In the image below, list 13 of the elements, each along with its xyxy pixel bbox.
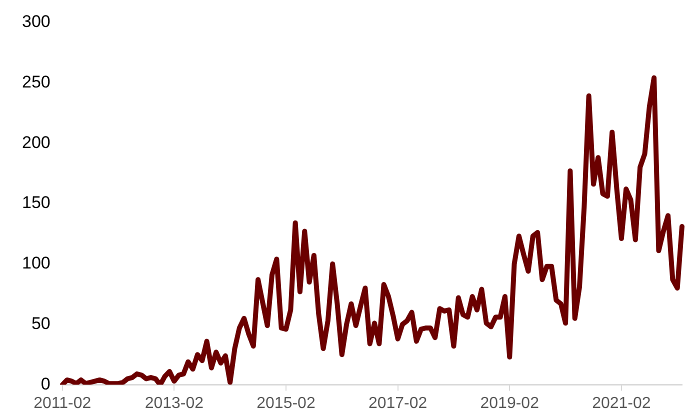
y-tick-label: 150	[22, 193, 50, 212]
y-tick-label: 200	[22, 132, 50, 152]
y-tick-label: 0	[40, 374, 50, 394]
x-tick-label: 2015-02	[256, 394, 316, 412]
x-tick-label: 2021-02	[592, 394, 651, 412]
x-tick-label: 2019-02	[480, 394, 540, 412]
x-tick-label: 2011-02	[34, 394, 92, 412]
y-tick-label: 100	[22, 254, 50, 273]
x-tick-label: 2017-02	[368, 394, 428, 412]
y-tick-label: 50	[31, 314, 50, 334]
y-tick-label: 250	[22, 72, 50, 92]
x-tick-label: 2013-02	[144, 394, 204, 412]
y-tick-label: 300	[22, 12, 50, 31]
